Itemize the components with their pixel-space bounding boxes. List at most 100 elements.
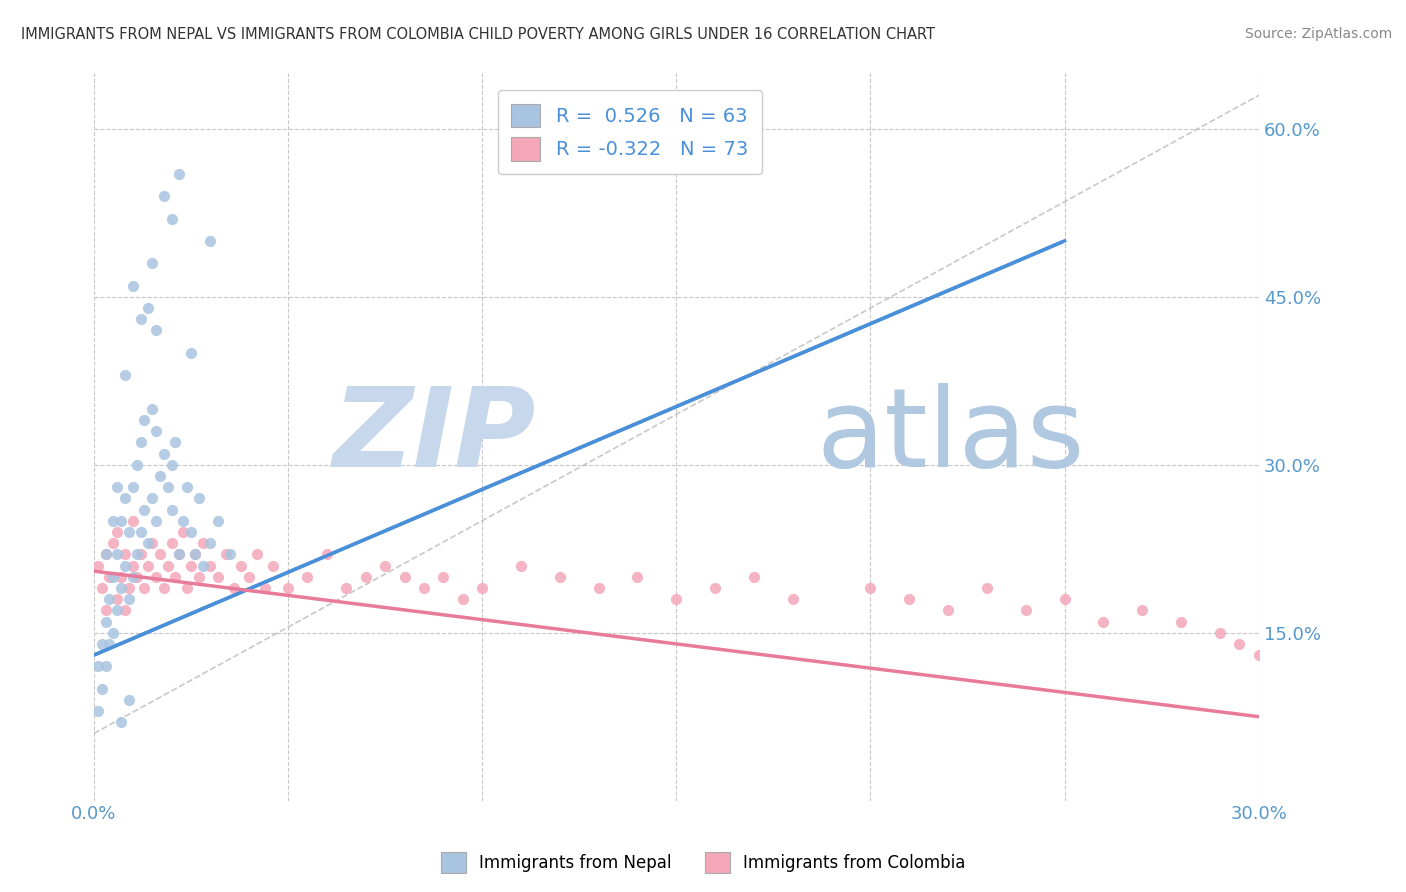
Point: [160, 502, 183, 516]
Point: [145, 514, 167, 528]
Point: [187, 570, 209, 584]
Point: [87, 704, 110, 718]
Point: [169, 167, 191, 181]
Text: atlas: atlas: [815, 384, 1084, 491]
Point: [141, 491, 163, 506]
Point: [1170, 615, 1192, 629]
Point: [335, 581, 357, 595]
Point: [134, 502, 156, 516]
Point: [626, 570, 648, 584]
Point: [742, 570, 765, 584]
Point: [114, 558, 136, 573]
Point: [121, 570, 143, 584]
Point: [160, 458, 183, 472]
Point: [394, 570, 416, 584]
Point: [153, 581, 176, 595]
Point: [94, 659, 117, 673]
Point: [98, 592, 121, 607]
Point: [105, 547, 128, 561]
Point: [134, 413, 156, 427]
Point: [118, 524, 141, 539]
Point: [105, 480, 128, 494]
Point: [114, 368, 136, 383]
Point: [172, 524, 194, 539]
Point: [215, 547, 238, 561]
Point: [354, 570, 377, 584]
Point: [180, 346, 202, 360]
Point: [184, 547, 207, 561]
Point: [125, 570, 148, 584]
Text: IMMIGRANTS FROM NEPAL VS IMMIGRANTS FROM COLOMBIA CHILD POVERTY AMONG GIRLS UNDE: IMMIGRANTS FROM NEPAL VS IMMIGRANTS FROM…: [21, 27, 935, 42]
Text: ZIP: ZIP: [333, 384, 537, 491]
Point: [172, 514, 194, 528]
Point: [136, 536, 159, 550]
Point: [207, 514, 229, 528]
Point: [98, 637, 121, 651]
Point: [118, 592, 141, 607]
Point: [121, 558, 143, 573]
Point: [859, 581, 882, 595]
Point: [125, 547, 148, 561]
Point: [90, 581, 112, 595]
Point: [105, 592, 128, 607]
Point: [180, 524, 202, 539]
Point: [187, 491, 209, 506]
Point: [207, 570, 229, 584]
Point: [200, 558, 222, 573]
Point: [1227, 637, 1250, 651]
Point: [149, 469, 172, 483]
Point: [588, 581, 610, 595]
Point: [238, 570, 260, 584]
Point: [149, 547, 172, 561]
Point: [231, 558, 253, 573]
Point: [103, 570, 125, 584]
Point: [1267, 715, 1289, 730]
Point: [160, 211, 183, 226]
Point: [222, 581, 245, 595]
Point: [129, 547, 152, 561]
Point: [87, 558, 110, 573]
Point: [413, 581, 436, 595]
Point: [176, 480, 198, 494]
Point: [704, 581, 727, 595]
Point: [374, 558, 396, 573]
Point: [156, 480, 179, 494]
Point: [1053, 592, 1076, 607]
Point: [129, 435, 152, 450]
Point: [141, 536, 163, 550]
Point: [169, 547, 191, 561]
Point: [246, 547, 269, 561]
Point: [121, 480, 143, 494]
Point: [297, 570, 319, 584]
Point: [156, 558, 179, 573]
Text: Source: ZipAtlas.com: Source: ZipAtlas.com: [1244, 27, 1392, 41]
Point: [105, 603, 128, 617]
Point: [103, 536, 125, 550]
Point: [153, 447, 176, 461]
Point: [191, 536, 214, 550]
Point: [94, 547, 117, 561]
Point: [165, 435, 187, 450]
Point: [169, 547, 191, 561]
Point: [110, 715, 132, 730]
Point: [451, 592, 474, 607]
Point: [1247, 648, 1270, 662]
Point: [114, 547, 136, 561]
Point: [976, 581, 998, 595]
Point: [262, 558, 284, 573]
Legend: Immigrants from Nepal, Immigrants from Colombia: Immigrants from Nepal, Immigrants from C…: [434, 846, 972, 880]
Point: [191, 558, 214, 573]
Point: [145, 424, 167, 438]
Point: [315, 547, 337, 561]
Point: [118, 581, 141, 595]
Point: [103, 625, 125, 640]
Point: [432, 570, 454, 584]
Point: [200, 234, 222, 248]
Point: [510, 558, 533, 573]
Point: [153, 189, 176, 203]
Point: [141, 256, 163, 270]
Point: [1092, 615, 1115, 629]
Point: [1130, 603, 1153, 617]
Point: [936, 603, 959, 617]
Point: [136, 301, 159, 315]
